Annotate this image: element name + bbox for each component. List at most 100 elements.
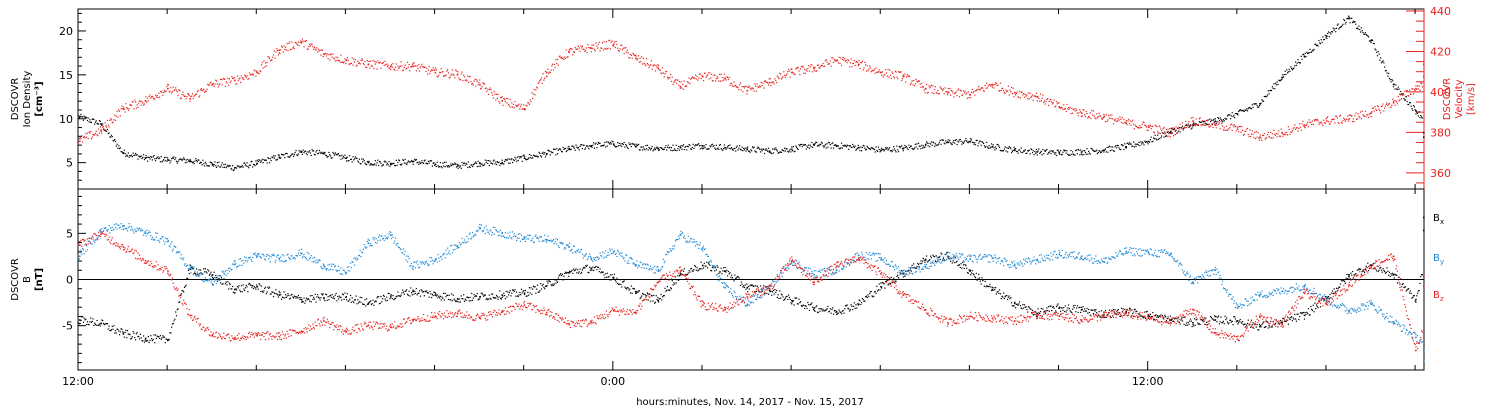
scatter-dot bbox=[1313, 48, 1315, 51]
scatter-dot bbox=[1015, 150, 1018, 153]
scatter-dot bbox=[759, 85, 761, 87]
scatter-dot bbox=[938, 141, 941, 144]
scatter-dot bbox=[84, 137, 86, 139]
scatter-dot bbox=[1137, 144, 1139, 146]
scatter-dot bbox=[1104, 310, 1107, 312]
scatter-dot bbox=[183, 286, 186, 289]
scatter-dot bbox=[148, 156, 150, 158]
scatter-dot bbox=[985, 87, 987, 89]
scatter-dot bbox=[1407, 103, 1409, 106]
scatter-dot bbox=[1076, 149, 1078, 151]
scatter-dot bbox=[342, 62, 344, 64]
scatter-dot bbox=[845, 59, 847, 61]
scatter-dot bbox=[595, 265, 597, 268]
scatter-dot bbox=[718, 271, 721, 273]
scatter-dot bbox=[562, 57, 564, 59]
scatter-dot bbox=[434, 164, 436, 166]
scatter-dot bbox=[1214, 118, 1216, 120]
scatter-dot bbox=[688, 77, 690, 79]
scatter-dot bbox=[706, 75, 708, 77]
scatter-dot bbox=[532, 97, 534, 100]
scatter-dot bbox=[478, 298, 480, 300]
scatter-dot bbox=[1287, 71, 1289, 73]
scatter-dot bbox=[252, 73, 254, 75]
scatter-dot bbox=[541, 285, 543, 287]
scatter-dot bbox=[236, 289, 238, 291]
scatter-dot bbox=[828, 141, 830, 144]
scatter-dot bbox=[1066, 150, 1068, 152]
scatter-dot bbox=[789, 76, 791, 78]
scatter-dot bbox=[754, 83, 756, 85]
scatter-dot bbox=[909, 83, 912, 86]
scatter-dot bbox=[848, 59, 850, 62]
scatter-dot bbox=[1333, 118, 1335, 120]
scatter-dot bbox=[107, 132, 109, 135]
scatter-dot bbox=[1263, 95, 1265, 98]
scatter-dot bbox=[533, 154, 535, 157]
scatter-dot bbox=[1411, 88, 1413, 90]
scatter-dot bbox=[402, 159, 404, 161]
bx-point bbox=[724, 270, 726, 272]
scatter-dot bbox=[779, 73, 782, 75]
scatter-dot bbox=[938, 93, 941, 95]
scatter-dot bbox=[380, 162, 382, 165]
scatter-dot bbox=[118, 147, 121, 150]
scatter-dot bbox=[349, 155, 351, 157]
scatter-dot bbox=[1096, 149, 1098, 151]
scatter-dot bbox=[1221, 119, 1223, 122]
scatter-dot bbox=[756, 83, 758, 85]
scatter-dot bbox=[463, 162, 466, 164]
scatter-dot bbox=[1287, 126, 1289, 128]
scatter-dot bbox=[973, 90, 975, 93]
scatter-dot bbox=[1157, 316, 1160, 318]
scatter-dot bbox=[966, 141, 969, 143]
scatter-dot bbox=[997, 144, 999, 146]
scatter-dot bbox=[710, 146, 712, 148]
scatter-dot bbox=[961, 267, 963, 269]
scatter-dot bbox=[335, 292, 337, 295]
scatter-dot bbox=[568, 145, 570, 148]
scatter-dot bbox=[556, 153, 559, 155]
scatter-dot bbox=[499, 290, 501, 292]
scatter-dot bbox=[101, 124, 103, 127]
scatter-dot bbox=[1100, 310, 1103, 312]
scatter-dot bbox=[597, 141, 600, 144]
scatter-dot bbox=[588, 147, 590, 150]
scatter-dot bbox=[597, 43, 600, 45]
scatter-dot bbox=[1268, 136, 1270, 138]
scatter-dot bbox=[689, 271, 691, 273]
scatter-dot bbox=[741, 146, 743, 148]
scatter-dot bbox=[451, 164, 453, 167]
scatter-dot bbox=[357, 62, 360, 64]
scatter-dot bbox=[698, 143, 700, 145]
scatter-dot bbox=[133, 108, 135, 110]
scatter-dot bbox=[909, 146, 911, 149]
scatter-dot bbox=[1035, 95, 1037, 98]
density-point bbox=[1125, 145, 1127, 148]
scatter-dot bbox=[1110, 316, 1112, 319]
scatter-dot bbox=[511, 292, 513, 294]
scatter-dot bbox=[932, 254, 934, 256]
scatter-dot bbox=[336, 154, 338, 156]
scatter-dot bbox=[1319, 43, 1322, 45]
scatter-dot bbox=[678, 145, 680, 148]
scatter-dot bbox=[184, 162, 186, 164]
scatter-dot bbox=[1077, 148, 1079, 151]
scatter-dot bbox=[170, 332, 172, 334]
scatter-dot bbox=[451, 293, 453, 295]
scatter-dot bbox=[287, 293, 289, 295]
scatter-dot bbox=[245, 284, 247, 286]
scatter-dot bbox=[86, 323, 88, 326]
scatter-dot bbox=[405, 68, 407, 70]
scatter-dot bbox=[1352, 20, 1354, 22]
scatter-dot bbox=[623, 280, 625, 282]
scatter-dot bbox=[369, 164, 371, 166]
scatter-dot bbox=[313, 153, 316, 156]
scatter-dot bbox=[295, 297, 297, 299]
scatter-dot bbox=[522, 155, 524, 157]
scatter-dot bbox=[220, 78, 223, 81]
scatter-dot bbox=[833, 144, 835, 146]
scatter-dot bbox=[142, 335, 145, 337]
scatter-dot bbox=[344, 292, 346, 294]
scatter-dot bbox=[1071, 308, 1074, 310]
